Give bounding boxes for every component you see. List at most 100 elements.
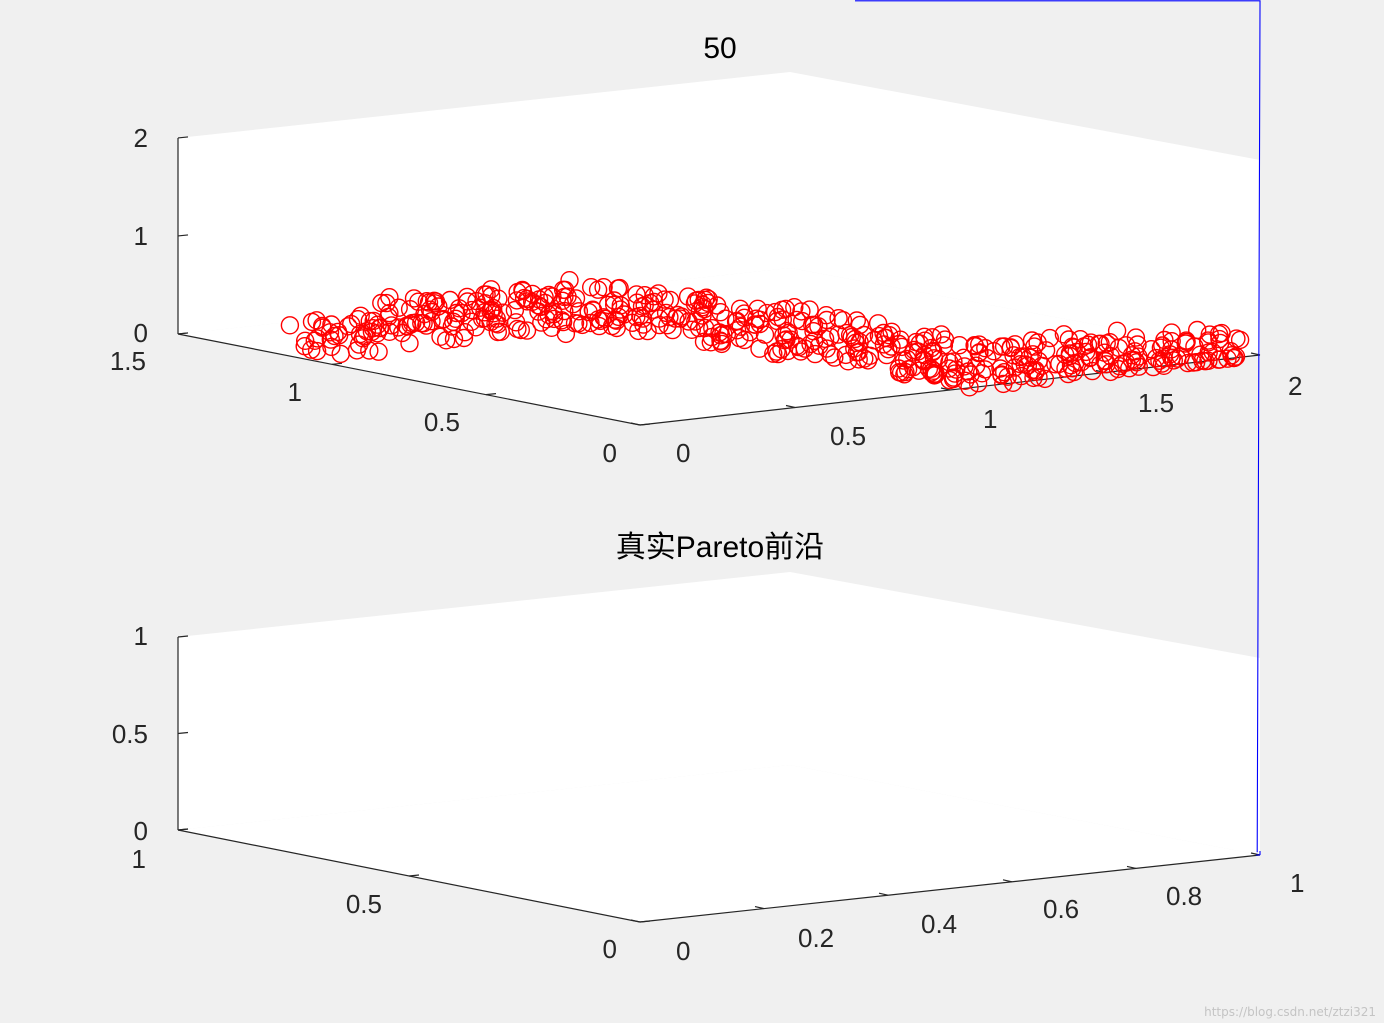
y-axis-line	[177, 333, 641, 426]
scatter-point	[543, 287, 562, 306]
scatter-point	[1199, 343, 1218, 362]
scatter-point	[1191, 345, 1210, 364]
scatter-point	[446, 309, 465, 328]
scatter-point	[650, 309, 669, 328]
scatter-point	[505, 300, 525, 320]
scatter-point	[489, 289, 508, 308]
scatter-point	[1061, 356, 1081, 375]
scatter-point	[638, 321, 657, 341]
x-tick-mark	[630, 422, 641, 426]
scatter-point	[904, 358, 923, 377]
scatter-point	[1081, 348, 1100, 367]
chart-title: 50	[703, 32, 736, 65]
z-tick-label: 0.5	[112, 719, 148, 749]
scatter-point	[1218, 349, 1237, 368]
scatter-point	[755, 325, 775, 344]
scatter-point	[682, 320, 701, 339]
back-pane-right	[790, 72, 1260, 355]
z-tick-label: 0	[134, 816, 148, 846]
scatter-point	[1010, 347, 1029, 367]
scatter-point	[730, 299, 750, 318]
scatter-point	[322, 337, 341, 357]
scatter-point	[511, 320, 530, 340]
scatter-point	[961, 365, 980, 384]
scatter-point	[475, 285, 494, 304]
scatter-point	[437, 331, 456, 350]
z-tick-label: 0	[134, 318, 148, 348]
scatter-point	[1198, 331, 1218, 350]
x-tick-label: 1.5	[1138, 388, 1174, 418]
scatter-point	[615, 305, 634, 324]
scatter-point	[992, 337, 1011, 356]
scatter-point	[750, 314, 770, 334]
x-tick-mark	[785, 404, 796, 409]
scatter-point	[553, 312, 573, 332]
scatter-point	[535, 287, 554, 307]
scatter-point	[768, 307, 788, 327]
z-tick-mark	[177, 635, 189, 638]
scatter-point	[565, 314, 585, 333]
back-pane-right	[790, 572, 1260, 855]
back-pane-left	[178, 572, 790, 830]
scatter-point	[417, 292, 436, 311]
scatter-point	[1063, 359, 1082, 378]
scatter-point	[563, 295, 583, 314]
scatter-point	[1026, 362, 1045, 381]
x-tick-mark	[630, 919, 641, 923]
x-tick-label: 1	[983, 404, 997, 434]
x-tick-label: 1	[1290, 868, 1304, 898]
scatter-point	[934, 336, 954, 355]
scatter-point	[833, 311, 853, 330]
scatter-point	[655, 290, 674, 309]
watermark-text: https://blog.csdn.net/ztzi321	[1204, 1005, 1376, 1019]
scatter-point	[368, 315, 387, 334]
scatter-point	[342, 314, 361, 334]
scatter-point	[425, 291, 444, 310]
scatter-point	[1056, 359, 1075, 378]
scatter-point	[325, 326, 344, 346]
scatter-point	[679, 312, 698, 331]
scatter-point	[698, 293, 718, 313]
scatter-point	[296, 331, 315, 350]
scatter-point	[791, 342, 810, 361]
scatter-point	[829, 325, 848, 344]
x-tick-label: 0.6	[1043, 894, 1079, 924]
scatter-point	[847, 343, 867, 362]
scatter-point	[644, 292, 664, 312]
scatter-point	[969, 343, 988, 363]
subplot-bottom: 真实Pareto前沿 1 0.5 0 1 0.5 0 0 0.2 0.4 0.6…	[112, 0, 1304, 966]
scatter-point	[711, 326, 730, 345]
y-tick-label: 0.5	[346, 889, 382, 919]
scatter-point	[588, 280, 608, 299]
scatter-point	[454, 328, 474, 348]
scatter-point	[544, 309, 564, 329]
scatter-point	[1029, 351, 1048, 371]
scatter-point	[960, 378, 979, 397]
tick-marks	[177, 635, 1261, 923]
y-tick-label: 1.5	[110, 346, 146, 376]
scatter-point	[874, 323, 893, 343]
pareto-surface-markers	[855, 0, 1261, 856]
x-tick-label: 0.5	[830, 421, 866, 451]
scatter-point	[869, 326, 889, 346]
scatter-point	[414, 314, 433, 333]
scatter-point	[369, 342, 388, 361]
y-tick-mark	[639, 423, 651, 426]
scatter-point	[389, 318, 408, 337]
scatter-point	[731, 317, 750, 336]
scatter-point	[321, 330, 340, 349]
scatter-point	[644, 287, 663, 306]
scatter-point	[1023, 345, 1043, 364]
scatter-point	[481, 280, 501, 299]
scatter-point	[634, 315, 653, 334]
scatter-point	[493, 303, 513, 322]
scatter-point	[773, 310, 792, 329]
scatter-point	[864, 331, 883, 350]
x-tick-mark	[1126, 865, 1137, 869]
scatter-point	[817, 339, 836, 358]
scatter-point	[1176, 334, 1195, 353]
scatter-point	[422, 312, 441, 331]
z-tick-mark	[177, 731, 189, 735]
scatter-point	[855, 349, 874, 368]
